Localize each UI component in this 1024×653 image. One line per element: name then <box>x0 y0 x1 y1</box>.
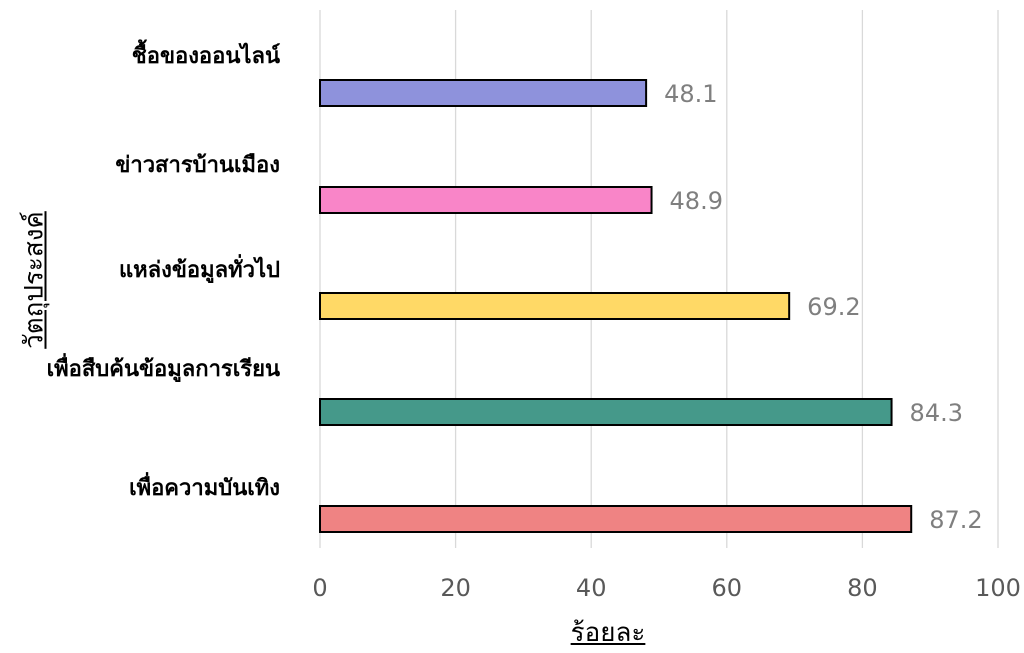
bar <box>319 79 648 107</box>
x-tick-label: 20 <box>440 574 471 602</box>
value-label: 84.3 <box>910 399 963 427</box>
category-label-online-shopping: ชื้อของออนไลน์ <box>131 44 280 69</box>
value-label: 48.9 <box>670 187 723 215</box>
bars <box>319 79 913 533</box>
value-label: 69.2 <box>807 293 860 321</box>
x-axis-label: ร้อยละ <box>570 618 646 648</box>
x-tick-labels: 0 20 40 60 80 100 <box>312 574 1021 602</box>
x-tick-label: 100 <box>975 574 1021 602</box>
x-tick-label: 0 <box>312 574 327 602</box>
x-tick-label: 40 <box>576 574 607 602</box>
y-axis-label: วัตถุประสงค์ <box>19 211 50 349</box>
x-tick-label: 80 <box>847 574 878 602</box>
value-label: 48.1 <box>664 80 717 108</box>
category-label-entertainment: เพื่อความบันเทิง <box>129 476 280 501</box>
bar <box>319 186 653 214</box>
bar <box>319 292 791 320</box>
category-label-study-research: เพื่อสืบค้นข้อมูลการเรียน <box>46 357 280 382</box>
category-label-news: ข่าวสารบ้านเมือง <box>115 153 280 178</box>
value-labels: 48.1 48.9 69.2 84.3 87.2 <box>664 80 983 534</box>
bar <box>319 398 893 426</box>
category-label-general-info: แหล่งข้อมูลทั่วไป <box>118 258 280 283</box>
x-tick-label: 60 <box>712 574 743 602</box>
value-label: 87.2 <box>929 506 982 534</box>
bar <box>319 505 913 533</box>
